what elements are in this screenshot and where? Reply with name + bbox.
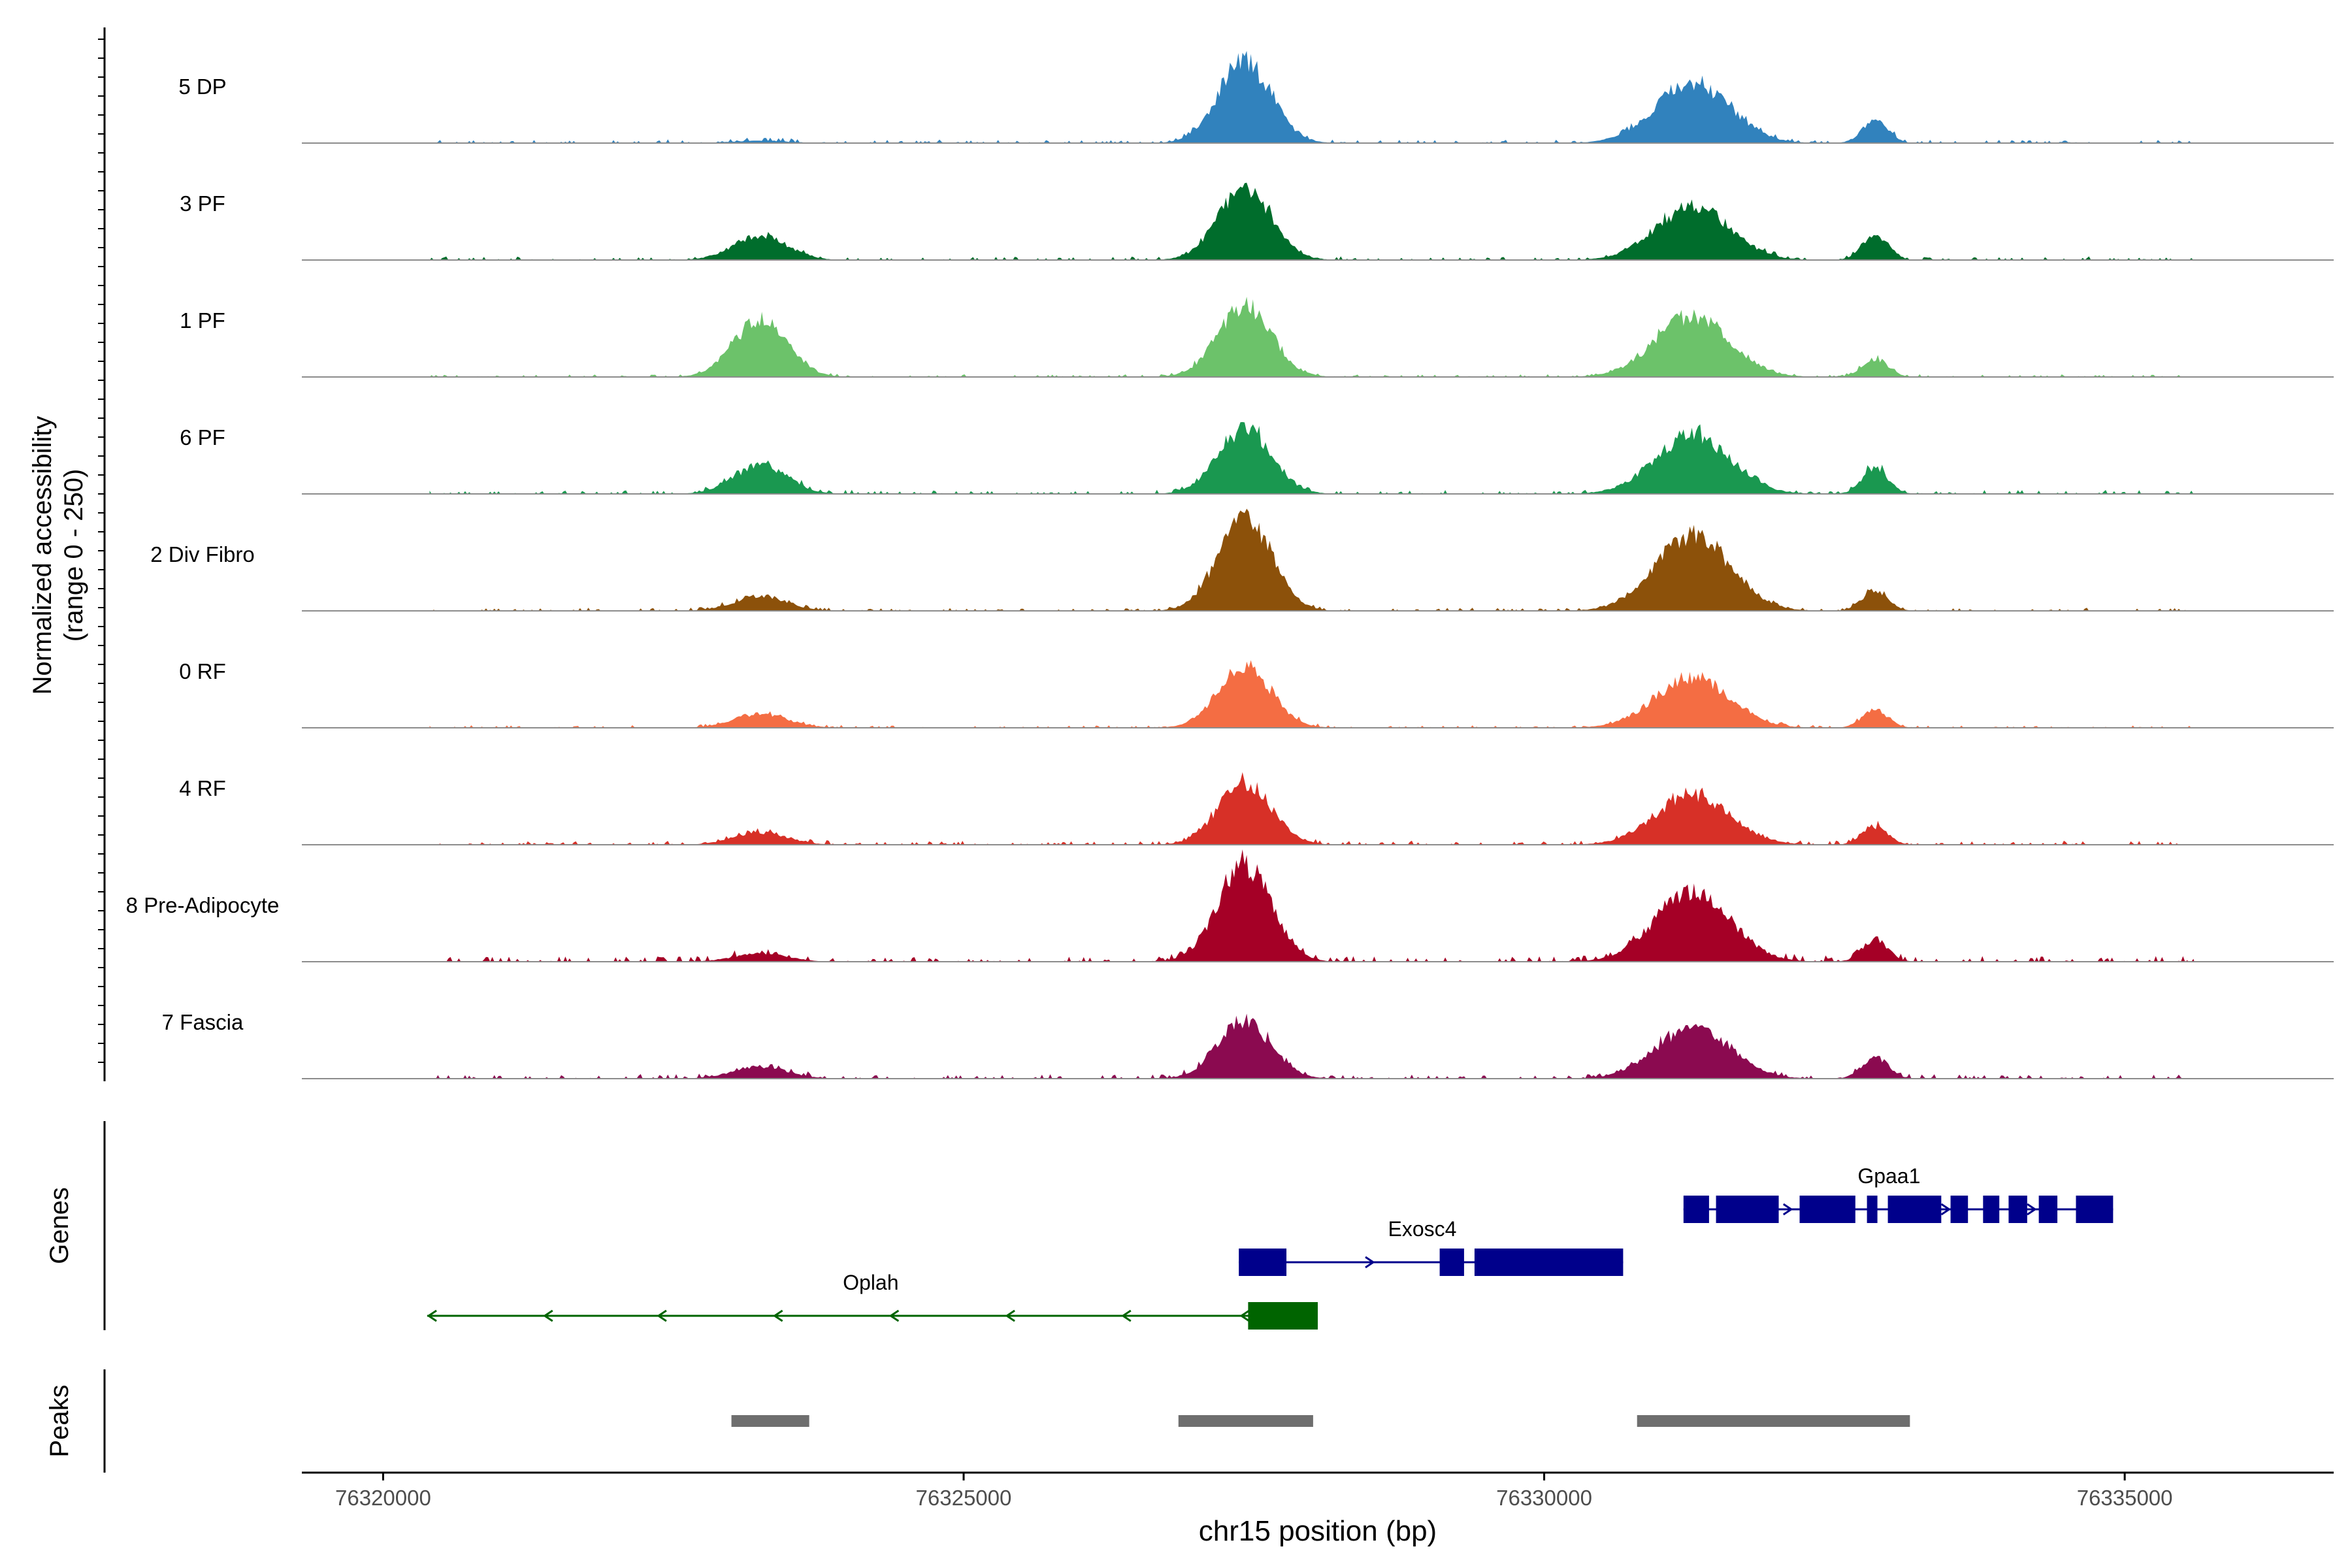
track-label: 1 PF	[180, 308, 225, 333]
strand-arrow-icon	[1005, 1309, 1015, 1322]
track-label: 7 Fascia	[162, 1010, 244, 1034]
track-label: 3 PF	[180, 191, 225, 216]
peaks-track-label: Peaks	[45, 1384, 74, 1457]
coverage-tracks: 5 DP 3 PF 1 PF 6 PF 2 Div Fibro 0 RF 4 RF 8 Pre…	[126, 50, 2334, 1079]
track-label: 4 RF	[179, 776, 226, 800]
gene-exon	[1867, 1196, 1878, 1223]
coverage-area	[429, 508, 2195, 611]
strand-arrow-icon	[1243, 1256, 1254, 1269]
track-label: 0 RF	[179, 659, 226, 683]
genes-track: Gpaa1 Exosc4 Oplah	[427, 1164, 2114, 1330]
coverage-track: 5 DP	[178, 50, 2334, 144]
x-tick-label: 76320000	[335, 1486, 431, 1510]
gene-exon	[1799, 1196, 1855, 1223]
gene-exon	[2038, 1196, 2058, 1223]
strand-arrow-icon	[543, 1309, 553, 1322]
coverage-track: 8 Pre-Adipocyte	[126, 849, 2334, 962]
coverage-area	[429, 182, 2195, 260]
genes-track-label: Genes	[45, 1187, 74, 1264]
y-axis-title-line1: Normalized accessibility	[28, 416, 57, 695]
gene-exon	[1239, 1249, 1287, 1276]
coverage-track: 2 Div Fibro	[150, 508, 2334, 612]
strand-arrow-icon	[772, 1309, 783, 1322]
gene-exon	[2076, 1196, 2114, 1223]
strand-arrow-icon	[1690, 1203, 1701, 1216]
coverage-track: 6 PF	[180, 422, 2334, 495]
coverage-area	[429, 50, 2195, 144]
gene-exon	[1983, 1196, 2000, 1223]
gene-exon	[1683, 1196, 1709, 1223]
x-tick-label: 76330000	[1496, 1486, 1592, 1510]
x-tick-label: 76335000	[2077, 1486, 2173, 1510]
coverage-area	[429, 297, 2195, 377]
gene-model: Exosc4	[1239, 1217, 1624, 1276]
coverage-area	[429, 1013, 2195, 1079]
coverage-track: 3 PF	[180, 182, 2334, 261]
gene-exon	[1716, 1196, 1779, 1223]
strand-arrow-icon	[1365, 1256, 1375, 1269]
coverage-area	[429, 660, 2195, 728]
peak-region	[1178, 1415, 1313, 1427]
coverage-area	[429, 422, 2195, 494]
x-axis-title: chr15 position (bp)	[1199, 1515, 1437, 1547]
strand-arrow-icon	[1121, 1309, 1132, 1322]
gene-label: Gpaa1	[1857, 1164, 1920, 1188]
track-label: 8 Pre-Adipocyte	[126, 893, 280, 917]
gene-label: Oplah	[843, 1271, 898, 1294]
track-label: 2 Div Fibro	[150, 542, 255, 566]
gene-exon	[1248, 1302, 1318, 1330]
y-axis-title-line2: (range 0 - 250)	[59, 469, 88, 642]
gene-exon	[1950, 1196, 1968, 1223]
gene-label: Exosc4	[1388, 1217, 1456, 1241]
gene-exon	[1887, 1196, 1942, 1223]
x-axis: 76320000 76325000 76330000 76335000	[302, 1471, 2334, 1510]
strand-arrow-icon	[2027, 1203, 2037, 1216]
coverage-track: 0 RF	[179, 659, 2334, 728]
x-tick-label: 76325000	[916, 1486, 1012, 1510]
strand-arrow-icon	[657, 1309, 667, 1322]
strand-arrow-icon	[1782, 1203, 1793, 1216]
coverage-area	[429, 772, 2195, 845]
peak-region	[1637, 1415, 1910, 1427]
gene-exon	[1474, 1249, 1624, 1276]
coverage-y-axis-ticks	[98, 39, 105, 1063]
strand-arrow-icon	[889, 1309, 900, 1322]
gene-exon	[1439, 1249, 1464, 1276]
peaks-track	[731, 1415, 1910, 1427]
strand-arrow-icon	[1940, 1203, 1952, 1216]
coverage-track: 7 Fascia	[162, 1010, 2334, 1079]
gene-model: Gpaa1	[1683, 1164, 2114, 1223]
strand-arrow-icon	[1239, 1309, 1250, 1322]
strand-arrow-icon	[427, 1309, 437, 1322]
track-label: 5 DP	[178, 74, 226, 99]
coverage-track: 1 PF	[180, 297, 2334, 378]
gene-model: Oplah	[427, 1271, 1318, 1330]
coverage-track: 4 RF	[179, 772, 2334, 845]
coverage-area	[429, 849, 2195, 962]
peak-region	[731, 1415, 809, 1427]
gene-exon	[2008, 1196, 2027, 1223]
track-label: 6 PF	[180, 425, 225, 449]
